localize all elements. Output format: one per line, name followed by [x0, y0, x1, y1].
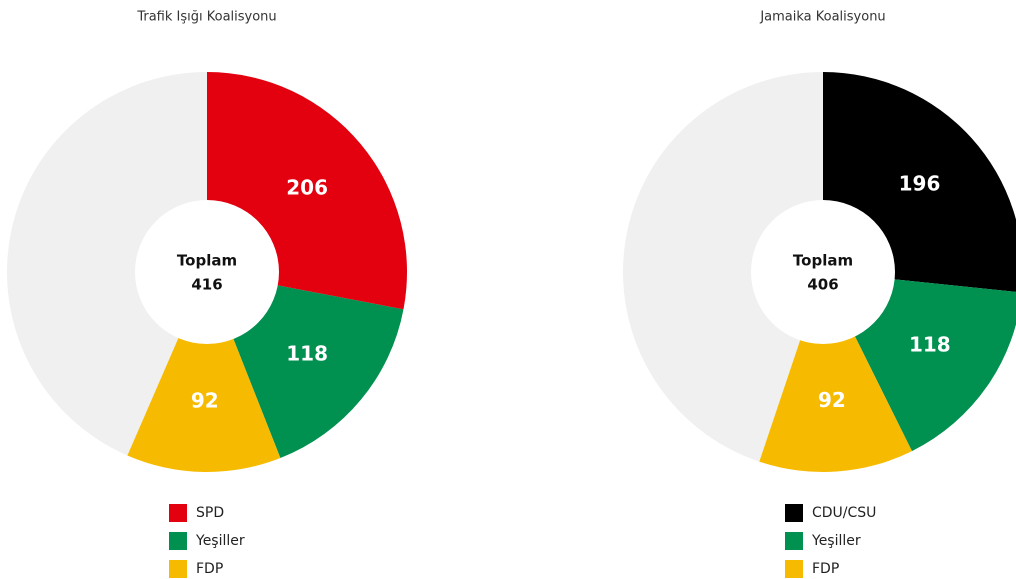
total-value: 406: [807, 276, 838, 294]
legend-label: FDP: [196, 561, 223, 577]
total-label: Toplam: [177, 252, 237, 270]
legend-label: Yeşiller: [811, 533, 861, 549]
legend-swatch: [785, 532, 803, 550]
chart-title: Jamaika Koalisyonu: [759, 10, 885, 25]
pie-slice: [7, 72, 207, 456]
legend-swatch: [169, 560, 187, 578]
pie-slice: [127, 272, 281, 472]
chart-title: Trafik Işığı Koalisyonu: [136, 10, 276, 25]
value-label: 92: [818, 388, 846, 412]
donut-hole: [751, 200, 895, 344]
total-value: 416: [191, 276, 222, 294]
value-label: 92: [191, 388, 219, 412]
legend-swatch: [785, 504, 803, 522]
value-label: 118: [286, 341, 328, 365]
legend-label: Yeşiller: [195, 533, 245, 549]
value-label: 206: [286, 176, 328, 200]
legend-label: SPD: [196, 505, 224, 521]
legend-label: CDU/CSU: [812, 505, 876, 521]
pie-slice: [622, 72, 823, 462]
pie-slice: [759, 272, 912, 473]
total-label: Toplam: [793, 252, 853, 270]
legend-swatch: [169, 532, 187, 550]
legend-label: FDP: [812, 561, 839, 577]
legend-swatch: [169, 504, 187, 522]
value-label: 118: [909, 333, 951, 357]
legend-swatch: [785, 560, 803, 578]
donut-hole: [135, 200, 279, 344]
value-label: 196: [899, 171, 941, 195]
